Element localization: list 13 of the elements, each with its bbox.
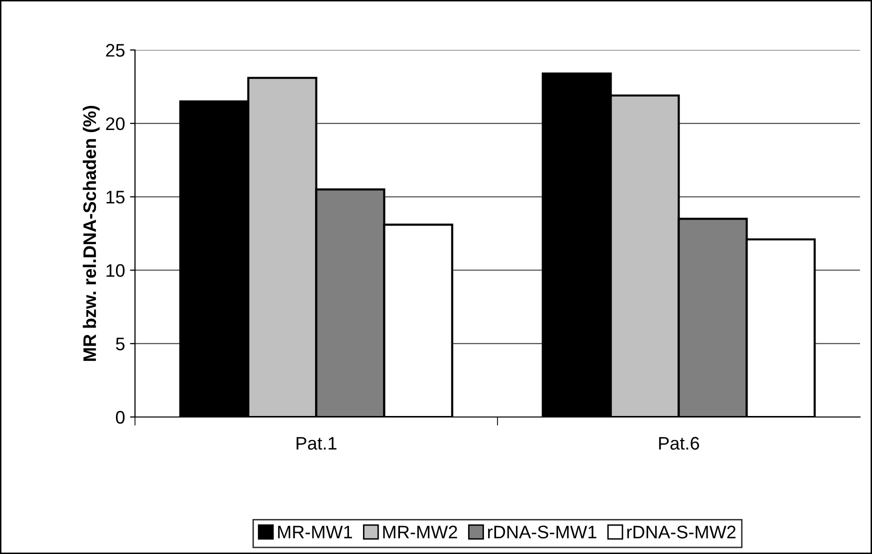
y-tick-label: 10 xyxy=(106,264,125,277)
legend-label: rDNA-S-MW1 xyxy=(488,526,596,538)
legend-label: MR-MW2 xyxy=(383,526,458,538)
y-tick-label: 15 xyxy=(106,190,125,204)
y-tick-label: 20 xyxy=(106,117,125,130)
y-tick-label: 5 xyxy=(116,338,125,350)
y-tick-label: 25 xyxy=(106,44,125,57)
y-tick-label: 0 xyxy=(116,410,125,424)
y-axis-title: MR bzw. rel.DNA-Schaden (%) xyxy=(82,106,100,361)
x-tick-label: Pat.1 xyxy=(296,437,336,450)
x-tick-label: Pat.6 xyxy=(659,436,700,450)
legend-label: MR-MW1 xyxy=(278,526,352,538)
legend-label: rDNA-S-MW2 xyxy=(627,526,736,538)
